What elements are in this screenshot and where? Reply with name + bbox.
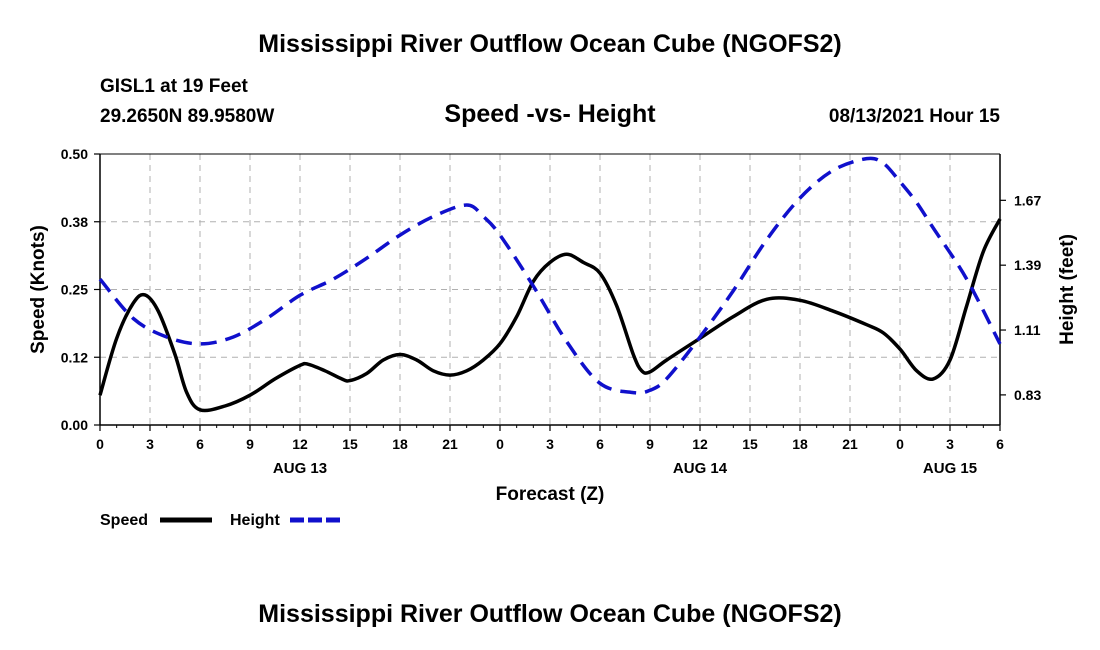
legend-label-speed: Speed xyxy=(100,512,148,529)
chart-subtitle: Speed -vs- Height xyxy=(444,100,656,128)
x-tick-label: 12 xyxy=(692,436,708,452)
x-tick-label: 0 xyxy=(496,436,504,452)
x-tick-label: 9 xyxy=(246,436,254,452)
y2-tick-label: 1.67 xyxy=(1014,192,1041,208)
x-tick-label: 9 xyxy=(646,436,654,452)
y2-tick-label: 0.83 xyxy=(1014,387,1041,403)
x-tick-label: 6 xyxy=(196,436,204,452)
x-tick-label: 6 xyxy=(596,436,604,452)
y-tick-label: 0.25 xyxy=(61,282,88,298)
x-date-label: AUG 13 xyxy=(273,460,327,477)
series-line-speed xyxy=(98,218,1002,413)
x-tick-label: 21 xyxy=(842,436,858,452)
x-tick-label: 21 xyxy=(442,436,458,452)
y2-tick-label: 1.11 xyxy=(1014,322,1041,338)
y2-axis-title: Height (feet) xyxy=(1057,234,1078,345)
station-coords: 29.2650N 89.9580W xyxy=(100,106,275,127)
x-axis-title: Forecast (Z) xyxy=(496,484,605,505)
x-tick-label: 18 xyxy=(792,436,808,452)
x-tick-label: 15 xyxy=(742,436,758,452)
series-line-height xyxy=(98,156,1002,395)
x-tick-label: 0 xyxy=(896,436,904,452)
x-tick-label: 15 xyxy=(342,436,358,452)
y-tick-label: 0.38 xyxy=(61,214,88,230)
y-axis-title: Speed (Knots) xyxy=(28,225,49,354)
x-tick-label: 18 xyxy=(392,436,408,452)
x-date-label: AUG 15 xyxy=(923,460,977,477)
x-tick-label: 3 xyxy=(946,436,954,452)
y2-tick-label: 1.39 xyxy=(1014,257,1041,273)
forecast-datetime: 08/13/2021 Hour 15 xyxy=(828,106,1000,127)
x-tick-label: 3 xyxy=(146,436,154,452)
x-tick-label: 6 xyxy=(996,436,1004,452)
y-tick-label: 0.12 xyxy=(61,349,88,365)
legend-label-height: Height xyxy=(230,512,280,529)
x-tick-label: 3 xyxy=(546,436,554,452)
y-tick-label: 0.50 xyxy=(61,146,88,162)
station-label: GISL1 at 19 Feet xyxy=(100,76,248,97)
x-tick-label: 12 xyxy=(292,436,308,452)
y-tick-label: 0.00 xyxy=(61,417,88,433)
chart-title-bottom: Mississippi River Outflow Ocean Cube (NG… xyxy=(258,600,842,628)
chart-title-top: Mississippi River Outflow Ocean Cube (NG… xyxy=(258,30,842,58)
x-date-label: AUG 14 xyxy=(673,460,728,477)
x-tick-label: 0 xyxy=(96,436,104,452)
